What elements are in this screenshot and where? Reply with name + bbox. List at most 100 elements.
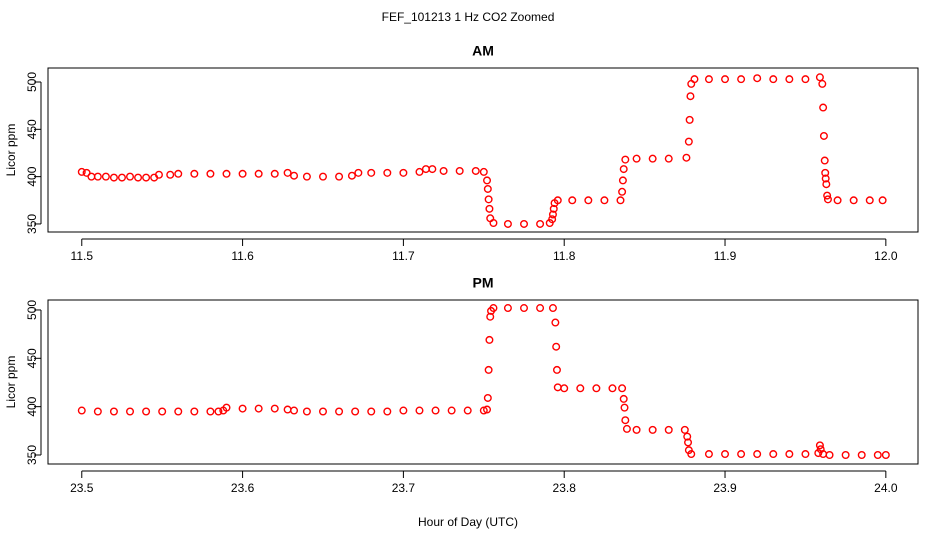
- data-point: [302, 407, 311, 416]
- data-point: [483, 176, 492, 185]
- data-point: [823, 191, 832, 200]
- data-point: [399, 406, 408, 415]
- data-point: [399, 168, 408, 177]
- data-point: [270, 169, 279, 178]
- x-tick-label: 11.9: [714, 249, 737, 263]
- data-point: [109, 407, 118, 416]
- data-point: [632, 425, 641, 434]
- data-point: [455, 166, 464, 175]
- data-point: [632, 154, 641, 163]
- data-point: [77, 167, 86, 176]
- data-point: [815, 441, 824, 450]
- x-tick-label: 12.0: [874, 249, 898, 263]
- data-point: [485, 204, 494, 213]
- data-point: [600, 196, 609, 205]
- data-point: [302, 172, 311, 181]
- data-point: [684, 137, 693, 146]
- data-point: [222, 169, 231, 178]
- data-point: [618, 176, 627, 185]
- x-tick-label: 23.7: [392, 481, 416, 495]
- data-point: [174, 169, 183, 178]
- data-point: [833, 196, 842, 205]
- data-point: [347, 171, 356, 180]
- data-point: [351, 407, 360, 416]
- data-point: [618, 384, 627, 393]
- data-point: [383, 407, 392, 416]
- data-point: [819, 103, 828, 112]
- data-point: [686, 92, 695, 101]
- data-point: [584, 196, 593, 205]
- data-point: [489, 219, 498, 228]
- data-point: [648, 425, 657, 434]
- y-tick-label: 450: [25, 348, 39, 368]
- data-point: [174, 407, 183, 416]
- data-point: [520, 304, 529, 313]
- data-point: [821, 174, 830, 183]
- data-point: [592, 384, 601, 393]
- data-point: [619, 165, 628, 174]
- data-point: [548, 304, 557, 313]
- data-point: [820, 156, 829, 165]
- data-point: [367, 168, 376, 177]
- x-tick-label: 11.7: [392, 249, 415, 263]
- data-point: [621, 155, 630, 164]
- data-point: [82, 168, 91, 177]
- data-point: [769, 75, 778, 84]
- data-point: [463, 406, 472, 415]
- data-point: [117, 173, 126, 182]
- data-point: [158, 407, 167, 416]
- data-point: [335, 407, 344, 416]
- data-point: [576, 384, 585, 393]
- data-point: [548, 210, 557, 219]
- data-point: [126, 407, 135, 416]
- data-point: [190, 407, 199, 416]
- data-point: [687, 450, 696, 459]
- y-tick-label: 500: [25, 72, 39, 92]
- figure-title: FEF_101213 1 Hz CO2 Zoomed: [382, 10, 555, 24]
- data-point: [568, 196, 577, 205]
- data-point: [439, 166, 448, 175]
- y-tick-label: 450: [25, 119, 39, 139]
- data-point: [270, 404, 279, 413]
- data-point: [479, 167, 488, 176]
- data-point: [648, 154, 657, 163]
- data-point: [483, 393, 492, 402]
- data-point: [489, 304, 498, 313]
- data-point: [825, 451, 834, 460]
- data-point: [142, 407, 151, 416]
- data-point: [383, 168, 392, 177]
- x-axis-label: Hour of Day (UTC): [418, 515, 518, 529]
- data-point: [77, 406, 86, 415]
- data-point: [785, 450, 794, 459]
- data-point: [290, 406, 299, 415]
- data-point: [616, 196, 625, 205]
- y-axis-label: Licor ppm: [4, 124, 18, 177]
- data-point: [785, 75, 794, 84]
- data-point: [620, 403, 629, 412]
- data-point: [109, 173, 118, 182]
- data-point: [520, 219, 529, 228]
- data-point: [238, 404, 247, 413]
- data-point: [428, 165, 437, 174]
- data-point: [552, 365, 561, 374]
- data-point: [821, 168, 830, 177]
- data-point: [238, 169, 247, 178]
- data-point: [680, 425, 689, 434]
- x-tick-label: 11.8: [553, 249, 576, 263]
- data-point: [682, 153, 691, 162]
- data-point: [769, 450, 778, 459]
- data-point: [503, 219, 512, 228]
- data-point: [801, 450, 810, 459]
- data-point: [684, 438, 693, 447]
- x-tick-label: 23.8: [553, 481, 577, 495]
- data-point: [126, 172, 135, 181]
- data-point: [865, 196, 874, 205]
- data-point: [222, 403, 231, 412]
- data-point: [608, 384, 617, 393]
- data-point: [166, 170, 175, 179]
- data-point: [819, 131, 828, 140]
- data-point: [318, 172, 327, 181]
- data-point: [621, 416, 630, 425]
